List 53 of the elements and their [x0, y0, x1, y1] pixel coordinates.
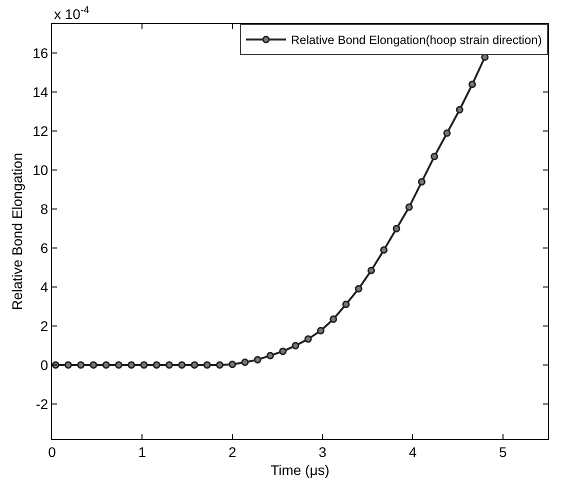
point: [354, 285, 362, 293]
point: [456, 106, 464, 114]
point: [128, 361, 136, 369]
y-tick-label: 8: [40, 200, 48, 217]
x-tick-label: 5: [499, 444, 508, 460]
x-tick-label: 3: [318, 444, 327, 460]
point: [330, 315, 338, 323]
y-tick-label: 12: [32, 123, 48, 140]
point: [279, 348, 287, 356]
y-tick-label: 16: [32, 45, 48, 62]
point: [266, 352, 274, 360]
point: [405, 203, 413, 211]
point: [203, 361, 211, 369]
point: [190, 361, 198, 369]
x-tick-label: 2: [228, 444, 236, 460]
point: [292, 342, 300, 350]
y-axis-title: Relative Bond Elongation: [9, 152, 26, 310]
point: [392, 224, 400, 232]
point: [64, 361, 72, 369]
y-tick-label: 14: [32, 84, 48, 100]
point: [342, 300, 350, 308]
point: [178, 361, 186, 369]
point: [254, 356, 262, 364]
y-tick-label: 10: [32, 162, 48, 178]
point: [90, 361, 98, 369]
point: [77, 361, 85, 369]
x-axis-title: Time (μs): [270, 462, 330, 478]
y-tick-label: 0: [40, 356, 48, 373]
point: [152, 361, 160, 369]
point: [430, 152, 438, 160]
x-tick-label: 4: [408, 444, 417, 460]
point: [241, 358, 249, 366]
x-tick-label: 1: [138, 444, 146, 460]
point: [367, 266, 375, 274]
y-tick-label: 4: [40, 278, 48, 295]
y-tick-label: 2: [40, 318, 48, 334]
point: [114, 361, 122, 369]
point: [140, 361, 148, 369]
point: [52, 361, 60, 369]
point: [316, 326, 324, 334]
point: [304, 335, 312, 343]
point: [468, 80, 476, 88]
point: [165, 361, 173, 369]
point: [443, 129, 451, 137]
y-tick-label: 6: [40, 240, 48, 256]
y-tick-label: -2: [36, 396, 48, 412]
point: [102, 361, 110, 369]
point: [380, 246, 388, 254]
point: [216, 361, 224, 369]
point: [418, 178, 426, 186]
text: x 10$^{-4}$: [54, 5, 90, 22]
point: [228, 360, 236, 368]
legend-label: Relative Bond Elongation(hoop strain direction): [291, 33, 542, 48]
